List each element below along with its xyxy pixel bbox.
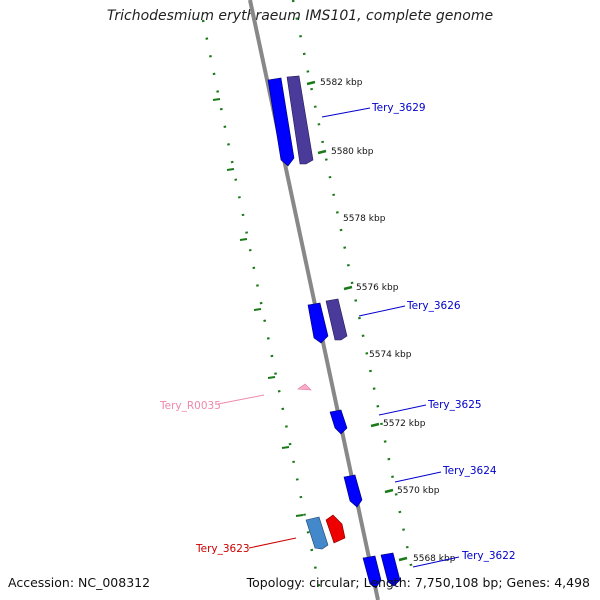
gene-label-tery-3623[interactable]: Tery_3623 [195,543,250,555]
gene-leader-line [378,404,427,416]
gene-arrow-cds[interactable] [286,75,314,165]
gene-leader-line [217,394,265,405]
gene-leader-line [394,471,442,483]
gene-label-tery-3622[interactable]: Tery_3622 [461,550,516,562]
tick-label: 5578 kbp [343,214,386,224]
ruler-ticks: 5582 kbp 5580 kbp 5578 kbp 5576 kbp 5574… [212,78,456,564]
gene-arrow-cds[interactable] [343,474,363,508]
gene-leader-line [412,556,460,568]
gene-arrow-rna[interactable] [297,383,312,391]
tick-label: 5580 kbp [331,147,374,157]
gene-arrow-cds[interactable] [380,552,401,587]
gene-leader-line [358,305,406,317]
tick-label: 5568 kbp [413,554,456,564]
genome-backbone [248,0,380,600]
gene-arrow-cds[interactable] [362,555,382,589]
tick-label: 5576 kbp [356,283,399,293]
gene-arrow-highlight[interactable] [325,514,346,544]
gene-label-tery-3626[interactable]: Tery_3626 [406,300,461,312]
gene-label-tery-3629[interactable]: Tery_3629 [371,102,426,114]
gene-arrow-cds[interactable] [267,77,295,167]
tick-label: 5582 kbp [320,78,363,88]
gene-arrow-cds[interactable] [325,298,348,341]
accession-label: Accession: NC_008312 [8,575,151,590]
gene-arrow-cds-light[interactable] [305,516,329,550]
gene-arrow-cds[interactable] [307,302,329,344]
gene-leader-line [321,107,371,118]
gene-label-tery-r0035[interactable]: Tery_R0035 [159,400,221,412]
gene-label-tery-3625[interactable]: Tery_3625 [427,399,482,411]
tick-label: 5570 kbp [397,486,440,496]
gene-label-tery-3624[interactable]: Tery_3624 [442,465,497,477]
tick-label: 5574 kbp [369,350,412,360]
tick-label: 5572 kbp [383,419,426,429]
gene-arrow-cds[interactable] [329,409,348,435]
genome-summary: Topology: circular; Length: 7,750,108 bp… [246,575,590,590]
gene-leader-line [248,537,297,549]
